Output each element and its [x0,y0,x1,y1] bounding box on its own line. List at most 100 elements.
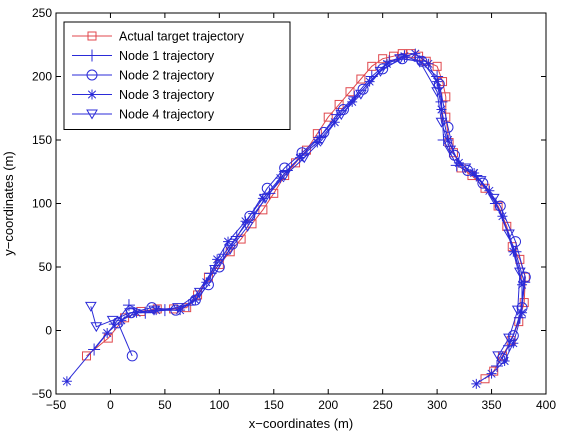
x-tick-label: 200 [318,398,338,412]
legend-marker [87,89,97,100]
data-point [278,171,291,182]
data-point [435,117,448,128]
data-point [443,135,453,145]
data-point [431,87,443,98]
data-point [224,244,237,255]
legend-marker [86,109,98,120]
data-point [459,163,472,174]
data-point [193,287,206,298]
data-point [116,315,127,326]
legend-marker [86,49,98,62]
legend-label: Node 4 trajectory [119,108,215,122]
data-point [444,145,457,156]
legend-entry: Node 3 trajectory [72,88,215,102]
data-point [423,58,434,69]
x-tick-label: 350 [482,398,502,412]
y-tick-label: −50 [32,387,53,401]
data-point [240,216,251,227]
x-tick-label: 400 [536,398,556,412]
data-point [172,303,184,314]
data-point [146,302,158,314]
data-point [486,368,497,379]
data-point [312,137,323,148]
data-point [212,254,223,265]
data-point [131,307,142,318]
data-point [497,211,508,222]
legend-entry: Actual target trajectory [72,30,245,44]
series-line [90,58,521,357]
x-tick-label: 250 [373,398,393,412]
data-point [374,66,387,77]
data-point [364,76,375,87]
legend-label: Node 1 trajectory [119,49,215,63]
data-point [432,76,443,87]
data-point [367,61,377,71]
data-point [106,315,119,326]
data-point [61,376,72,387]
y-tick-label: 50 [39,260,53,274]
data-point [511,305,524,316]
legend-label: Node 2 trajectory [119,69,215,83]
series-layer [61,48,531,389]
legend-label: Actual target trajectory [119,30,245,44]
data-point [477,177,489,189]
data-point [329,117,340,128]
data-point [81,351,91,361]
data-point [462,164,474,176]
data-point [480,374,490,384]
data-point [298,153,311,164]
x-tick-label: 300 [427,398,447,412]
tick-layer: −50 0 50 100 150 200 250 300 350 400 −50 0 50 100 150 2… [32,6,557,412]
data-point [449,149,461,161]
y-axis-label: y−coordinates (m) [1,151,16,255]
data-point [356,74,366,84]
x-axis-label: x−coordinates (m) [249,416,353,431]
data-point [432,61,442,71]
data-point [441,112,451,122]
x-tick-label: 0 [107,398,114,412]
data-point [124,308,136,319]
data-point [223,236,234,247]
x-tick-label: 150 [264,398,284,412]
y-tick-label: 200 [32,70,52,84]
data-point [503,333,515,344]
data-point [474,176,487,187]
data-point [491,360,503,373]
series-5 [84,54,526,362]
y-tick-label: 150 [32,133,52,147]
data-point [378,54,388,64]
data-point [471,378,482,389]
y-tick-label: 250 [32,6,52,20]
data-point [209,265,221,276]
legend: Actual target trajectory Node 1 trajector… [63,21,291,130]
data-point [413,56,426,67]
data-point [469,168,480,179]
data-point [190,295,201,306]
data-point [335,110,348,121]
data-point [275,173,286,184]
data-point [258,205,268,215]
legend-entry: Node 4 trajectory [72,108,215,122]
data-point [120,313,130,323]
x-tick-label: 100 [209,398,229,412]
data-point [148,305,160,316]
data-point [436,104,447,115]
data-point [487,193,500,204]
data-point [323,112,333,122]
x-tick-label: 50 [158,398,172,412]
data-point [241,221,254,232]
legend-label: Node 3 trajectory [119,88,215,102]
data-point [294,152,305,163]
data-point [102,328,113,339]
data-point [394,54,406,65]
x-tick-label: −50 [46,398,67,412]
data-point [508,338,519,349]
data-point [484,185,495,196]
data-point [347,96,358,107]
data-point [315,135,328,146]
data-point [355,89,367,100]
legend-marker [87,31,97,41]
data-point [513,267,526,278]
y-tick-label: 0 [45,324,52,338]
legend-box [63,21,291,130]
